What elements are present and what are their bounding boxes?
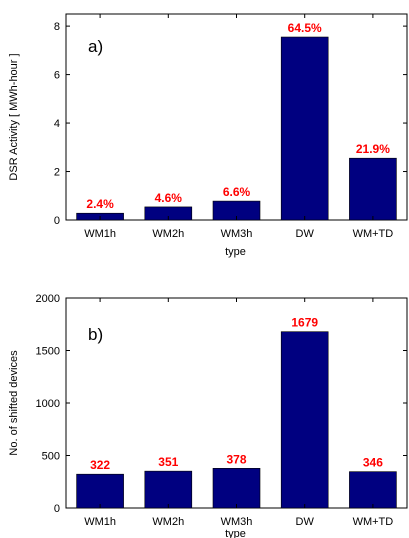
panel-label: a)	[88, 37, 103, 56]
data-label: 322	[90, 458, 110, 472]
data-label: 4.6%	[155, 191, 183, 205]
chart-panel-b: 322 351 378 1679 346 WM1h WM2h WM3h DW WM+TD 0 500 1…	[8, 293, 408, 538]
data-label: 346	[363, 456, 383, 470]
bar-dw	[280, 331, 329, 509]
y-tick-label: 2	[54, 167, 60, 179]
data-label: 351	[158, 455, 178, 469]
x-axis-label: type	[225, 528, 246, 538]
bar-wm3h	[212, 468, 261, 509]
y-tick-label: 6	[54, 70, 60, 82]
chart-panel-a: 2.4% 4.6% 6.6% 64.5% 21.9% WM1h WM2h WM3h DW WM+T…	[8, 13, 408, 258]
data-label: 6.6%	[223, 185, 251, 199]
y-tick-label: 4	[54, 118, 60, 130]
bar-wm-td	[349, 471, 397, 509]
y-tick-label: 500	[42, 451, 60, 463]
x-tick-label: WM2h	[152, 228, 184, 240]
y-axis-label: No. of shifted devices	[8, 350, 20, 456]
data-label: 378	[226, 452, 246, 466]
x-tick-label: DW	[296, 516, 315, 528]
y-tick-label: 0	[54, 215, 60, 227]
bar-wm2h	[144, 470, 193, 509]
x-axis-label: type	[225, 246, 246, 258]
x-tick-label: WM+TD	[353, 516, 394, 528]
bar-wm1h	[76, 473, 124, 509]
data-label: 2.4%	[86, 197, 114, 211]
x-tick-label: WM1h	[84, 516, 116, 528]
data-label: 1679	[291, 316, 318, 330]
x-tick-label: WM3h	[221, 516, 253, 528]
bar-dw	[280, 36, 329, 221]
y-tick-label: 0	[54, 503, 60, 515]
data-label: 64.5%	[288, 21, 322, 35]
panel-label: b)	[88, 325, 103, 344]
x-tick-label: WM2h	[152, 516, 184, 528]
x-tick-label: WM+TD	[353, 228, 394, 240]
y-tick-label: 8	[54, 21, 60, 33]
data-label: 21.9%	[356, 142, 390, 156]
y-tick-label: 1500	[36, 346, 60, 358]
y-axis-label: DSR Activity [ MWh-hour ]	[8, 53, 20, 180]
y-tick-label: 1000	[36, 398, 60, 410]
x-tick-label: DW	[296, 228, 315, 240]
bar-wm-td	[349, 157, 397, 221]
x-tick-label: WM3h	[221, 228, 253, 240]
x-tick-label: WM1h	[84, 228, 116, 240]
y-tick-label: 2000	[36, 293, 60, 305]
